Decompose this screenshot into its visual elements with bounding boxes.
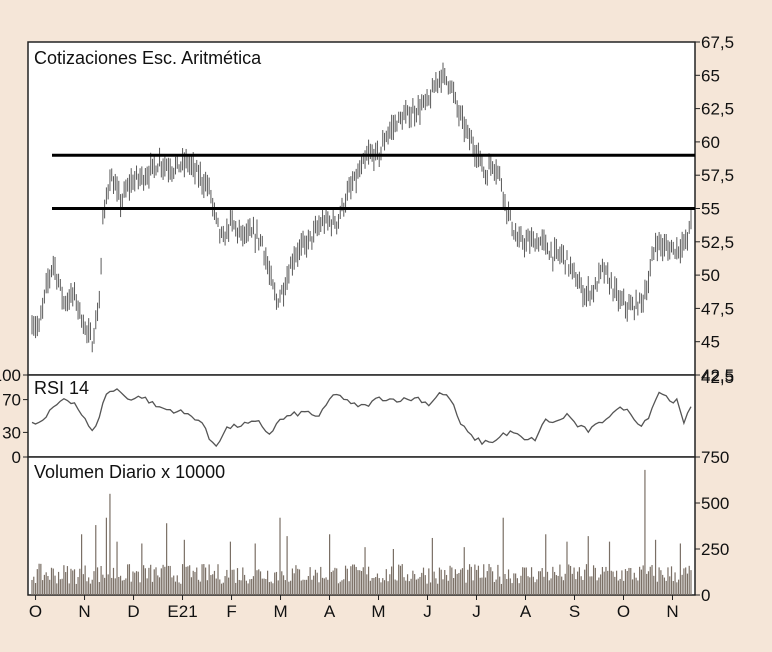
volume-tick-label: 250 xyxy=(701,540,729,559)
rsi-panel-title: RSI 14 xyxy=(34,378,89,398)
x-tick-label: N xyxy=(666,602,678,621)
rsi-right-tick-label: 42,5 xyxy=(701,368,734,387)
volume-tick-label: 500 xyxy=(701,494,729,513)
volume-panel-title: Volumen Diario x 10000 xyxy=(34,462,225,482)
price-tick-label: 42,5 xyxy=(701,366,734,385)
rsi-tick-label: 0 xyxy=(12,448,21,467)
price-tick-label: 57,5 xyxy=(701,166,734,185)
volume-tick-label: 0 xyxy=(701,586,710,605)
x-tick-label: O xyxy=(617,602,630,621)
x-tick-label: D xyxy=(127,602,139,621)
x-tick-label: M xyxy=(371,602,385,621)
price-panel-title: Cotizaciones Esc. Aritmética xyxy=(34,48,262,68)
x-tick-label: A xyxy=(520,602,532,621)
rsi-line xyxy=(31,388,692,448)
volume-panel: 750 500 250 0 Volumen Diario x 10000 xyxy=(27,448,729,605)
price-tick-label: 65 xyxy=(701,66,720,85)
rsi-tick-label: 30 xyxy=(2,423,21,442)
volume-tick-label: 750 xyxy=(701,448,729,467)
x-tick-label: M xyxy=(273,602,287,621)
price-tick-label: 52,5 xyxy=(701,233,734,252)
price-tick-label: 45 xyxy=(701,333,720,352)
x-axis: O N D E21 F M A M J J A S O N xyxy=(29,595,679,621)
price-tick-label: 62,5 xyxy=(701,100,734,119)
x-tick-label: A xyxy=(324,602,336,621)
x-tick-label: N xyxy=(78,602,90,621)
x-tick-label: J xyxy=(472,602,481,621)
rsi-plot-area xyxy=(27,374,696,458)
price-panel: 67,5 65 62,5 60 57,5 55 52,5 50 47,5 45 42,5 Cotiza… xyxy=(27,33,734,385)
x-tick-label: O xyxy=(29,602,42,621)
rsi-panel: 100 70 30 0 RSI 14 42,5 xyxy=(0,366,734,467)
rsi-tick-label: 100 xyxy=(0,366,21,385)
price-tick-label: 60 xyxy=(701,133,720,152)
x-tick-label: S xyxy=(569,602,580,621)
price-tick-label: 50 xyxy=(701,266,720,285)
price-tick-label: 47,5 xyxy=(701,299,734,318)
x-tick-label: J xyxy=(423,602,432,621)
price-tick-label: 67,5 xyxy=(701,33,734,52)
x-tick-label: E21 xyxy=(167,602,197,621)
x-tick-label: F xyxy=(226,602,236,621)
price-tick-label: 55 xyxy=(701,200,720,219)
rsi-tick-label: 70 xyxy=(2,391,21,410)
